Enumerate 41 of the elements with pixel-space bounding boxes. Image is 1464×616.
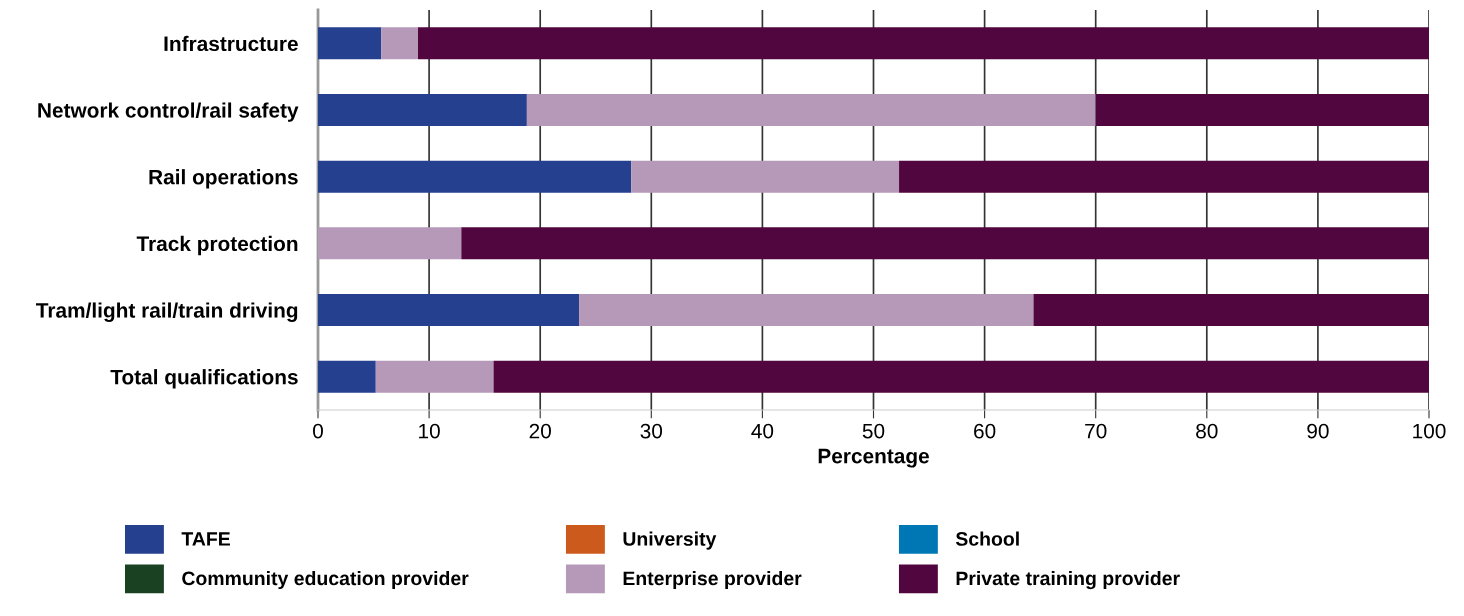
x-tick-label: 50 [862, 423, 885, 439]
y-tick-label: Network control/rail safety [38, 102, 299, 122]
legend-label: Enterprise provider [623, 570, 802, 590]
x-tick-label: 60 [974, 423, 996, 439]
bar [318, 227, 462, 260]
y-tick-label: Rail operations [149, 169, 298, 189]
bar [318, 360, 376, 393]
legend-label: TAFE [181, 532, 230, 546]
y-tick-label: Infrastructure [164, 35, 298, 52]
y-tick-label: Total qualifications [110, 369, 298, 389]
y-tick-label: Tram/light rail/train driving [36, 302, 298, 322]
bar [381, 27, 418, 60]
bar [631, 160, 900, 193]
y-tick-label: Track protection [136, 235, 298, 256]
bar [318, 94, 527, 126]
legend-label: Community education provider [182, 570, 469, 590]
bar [526, 94, 1096, 126]
x-tick-label: 0 [313, 423, 323, 439]
x-axis-title: Percentage [818, 448, 929, 468]
legend-label: School [955, 531, 1019, 546]
x-tick-label: 90 [1307, 423, 1329, 439]
x-tick-label: 30 [640, 423, 663, 439]
x-tick-label: 80 [1196, 423, 1218, 439]
bar [318, 294, 580, 326]
legend-label: University [623, 531, 717, 550]
bar [417, 27, 1429, 60]
x-tick-label: 100 [1413, 423, 1446, 439]
x-tick-label: 70 [1085, 423, 1107, 439]
bar [318, 160, 632, 193]
bar [579, 294, 1034, 326]
x-tick-label: 10 [419, 423, 440, 439]
bar [461, 227, 1429, 260]
x-tick-label: 20 [529, 423, 551, 439]
bar [1095, 94, 1429, 126]
bar [493, 360, 1429, 393]
bar [1033, 294, 1429, 326]
bar [375, 360, 494, 393]
bar [899, 160, 1429, 193]
legend-label: Private training provider [956, 570, 1180, 590]
bar [318, 27, 382, 60]
x-tick-label: 40 [751, 423, 774, 439]
